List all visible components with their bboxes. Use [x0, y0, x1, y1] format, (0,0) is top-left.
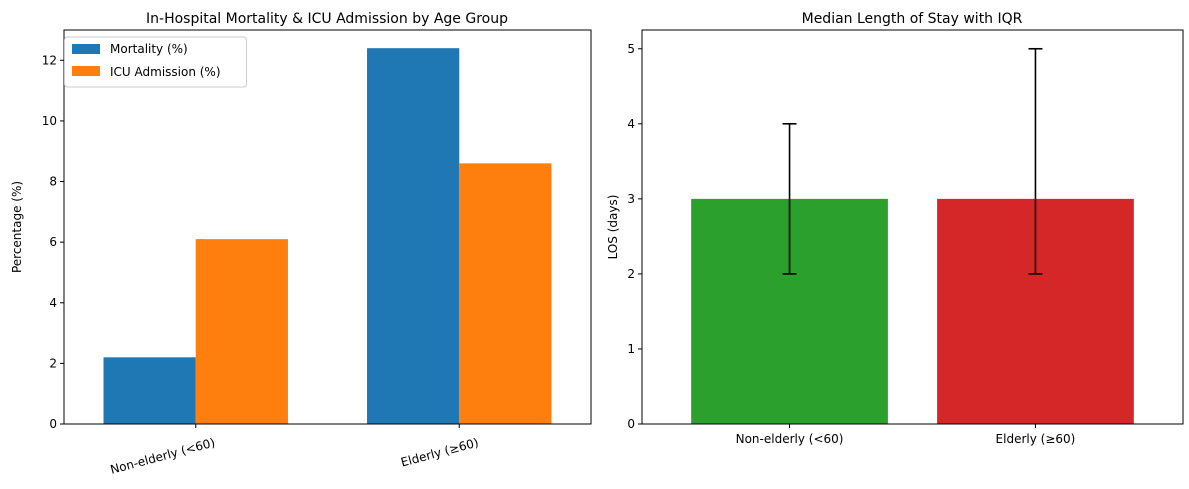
legend-label-mortality: Mortality (%): [110, 42, 188, 56]
chart1-y-axis-label: Percentage (%): [10, 181, 24, 273]
mortality-icu-chart: In-Hospital Mortality & ICU Admission by…: [10, 11, 592, 477]
length-of-stay-chart: Median Length of Stay with IQR 0 1 2 3 4 5 No…: [606, 11, 1184, 446]
chart1-xtick-label: Elderly (≥60): [399, 435, 480, 469]
chart1-title: In-Hospital Mortality & ICU Admission by…: [146, 11, 508, 27]
bar-icu-0: [195, 239, 288, 424]
chart1-plot-frame: [63, 29, 592, 425]
legend-label-icu: ICU Admission (%): [110, 65, 221, 79]
chart2-xtick-label: Elderly (≥60): [996, 432, 1076, 446]
bar-mortality-0: [103, 357, 196, 424]
chart2-title: Median Length of Stay with IQR: [802, 11, 1023, 27]
chart2-y-axis-label: LOS (days): [606, 195, 620, 260]
chart1-ytick-label: 2: [49, 356, 57, 370]
chart1-ytick-label: 4: [49, 296, 57, 310]
bar-mortality-1: [367, 48, 460, 424]
chart1-ytick-label: 6: [49, 235, 57, 249]
chart2-ytick-label: 0: [627, 417, 635, 431]
chart2-ytick-label: 2: [627, 267, 635, 281]
chart2-ytick-label: 5: [627, 42, 635, 56]
chart1-ytick-label: 12: [42, 53, 57, 67]
chart2-xtick-label: Non-elderly (<60): [736, 432, 844, 446]
chart2-plot-frame: [641, 29, 1184, 425]
chart2-ytick-label: 1: [627, 342, 635, 356]
legend-swatch-icu: [72, 66, 100, 76]
chart1-ytick-label: 0: [49, 417, 57, 431]
chart1-legend-box: [64, 36, 247, 88]
chart2-ytick-label: 4: [627, 117, 635, 131]
chart1-legend: Mortality (%) ICU Admission (%): [64, 36, 247, 88]
bar-icu-1: [459, 163, 552, 424]
chart2-ytick-label: 3: [627, 192, 635, 206]
chart1-ytick-label: 8: [49, 175, 57, 189]
chart1-ytick-label: 10: [42, 114, 57, 128]
legend-swatch-mortality: [72, 44, 100, 54]
chart1-xtick-label: Non-elderly (<60): [109, 435, 217, 476]
